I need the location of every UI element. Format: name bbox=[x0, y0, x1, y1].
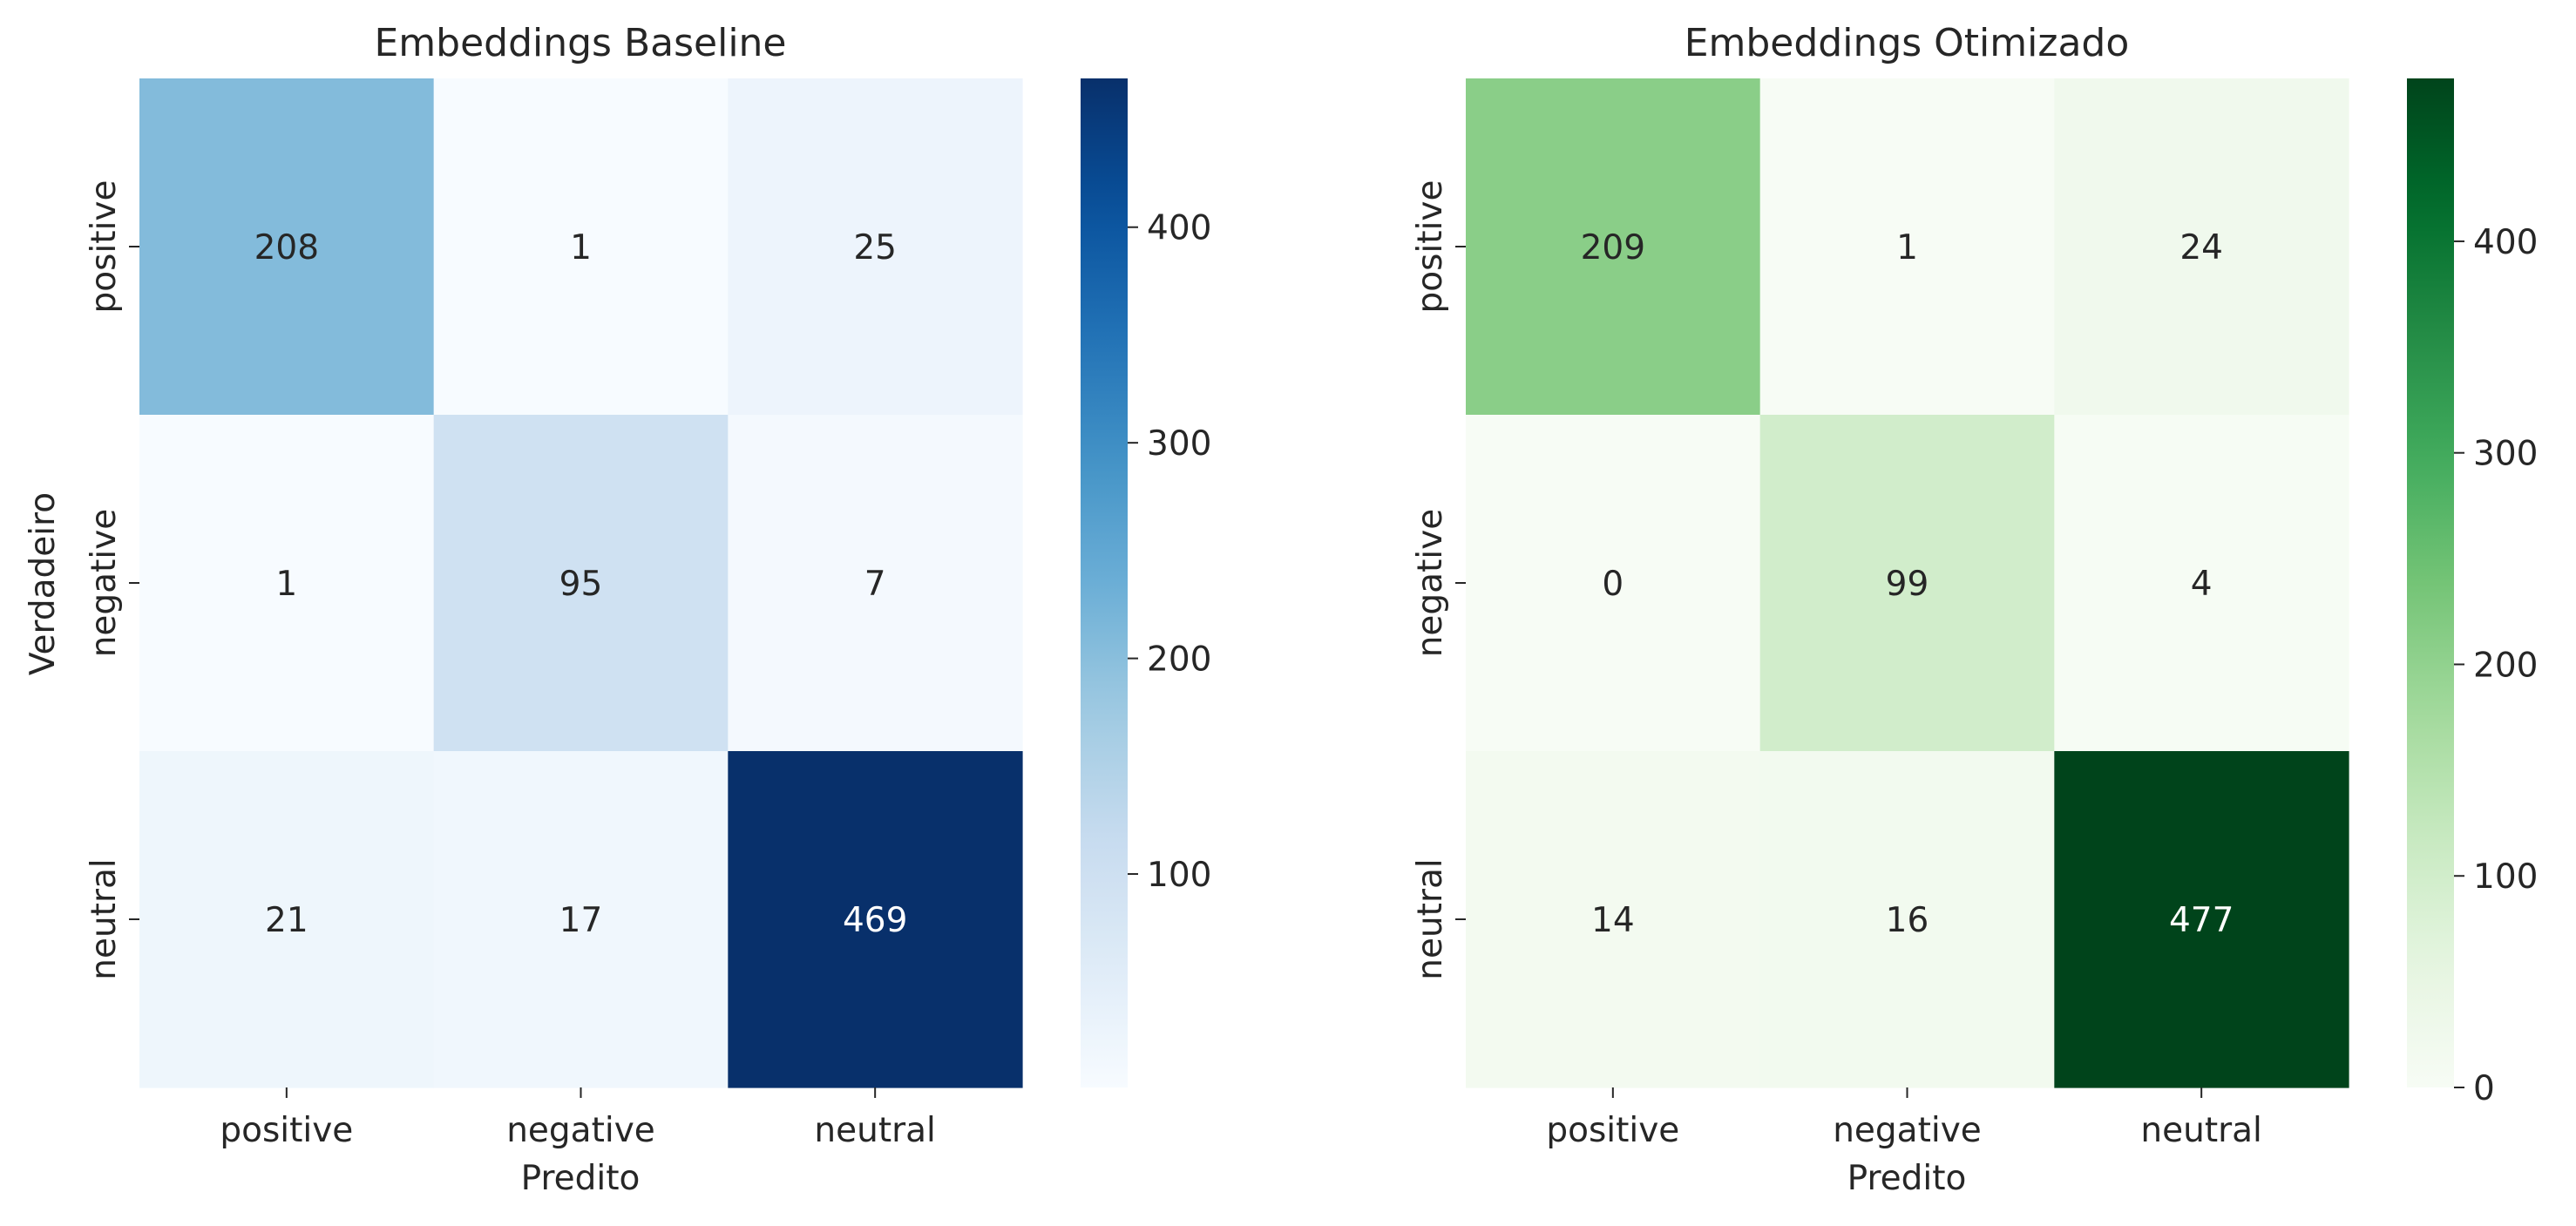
cell-value-label: 21 bbox=[265, 901, 308, 940]
cell-value-label: 1 bbox=[1896, 228, 1918, 268]
x-tick-label: neutral bbox=[814, 1111, 936, 1150]
cell-value-label: 4 bbox=[2191, 565, 2213, 604]
x-axis-label-baseline: Predito bbox=[521, 1159, 641, 1198]
cell-value-label: 469 bbox=[843, 901, 907, 940]
y-tick-label: neutral bbox=[85, 858, 124, 980]
heatmap-cell bbox=[139, 78, 435, 416]
cell-value-label: 0 bbox=[1602, 565, 1624, 604]
colorbar-baseline bbox=[1081, 78, 1128, 1087]
heatmap-cells-baseline: 208 1 25 1 95 7 21 17 469 bbox=[139, 78, 1023, 1088]
x-tick-label: negative bbox=[506, 1111, 655, 1150]
colorbar-tick-label: 200 bbox=[1147, 640, 1211, 680]
x-tick-label: neutral bbox=[2140, 1111, 2262, 1150]
heatmap-cell bbox=[433, 78, 729, 416]
heatmap-cell bbox=[1759, 78, 2055, 416]
heatmap-cell bbox=[1759, 415, 2055, 752]
heatmap-cell bbox=[2054, 415, 2349, 752]
y-axis-label-baseline: Verdadeiro bbox=[24, 492, 63, 675]
heatmap-cell bbox=[1466, 78, 1761, 416]
colorbar-ticks-otimizado: 0 100 200 300 400 bbox=[2454, 223, 2538, 1108]
y-axis-ticks-baseline: positive negative neutral bbox=[85, 180, 139, 980]
x-axis-label-otimizado: Predito bbox=[1847, 1159, 1967, 1198]
colorbar-tick-label: 100 bbox=[1147, 856, 1211, 895]
colorbar-tick-label: 300 bbox=[2473, 435, 2538, 474]
heatmap-cell bbox=[1466, 751, 1761, 1088]
cell-value-label: 477 bbox=[2169, 901, 2234, 940]
cell-value-label: 16 bbox=[1886, 901, 1929, 940]
y-tick-label: negative bbox=[85, 509, 124, 658]
cell-value-label: 1 bbox=[570, 228, 592, 268]
heatmap-cell bbox=[728, 415, 1023, 752]
cell-value-label: 209 bbox=[1581, 228, 1645, 268]
cell-value-label: 24 bbox=[2179, 228, 2223, 268]
cell-value-label: 99 bbox=[1886, 565, 1929, 604]
cell-value-label: 14 bbox=[1591, 901, 1635, 940]
x-axis-ticks-baseline: positive negative neutral bbox=[220, 1087, 936, 1150]
heatmap-panel-otimizado: Embeddings Otimizado 209 1 24 0 99 4 14 16 477 p… bbox=[1411, 21, 2538, 1198]
x-tick-label: positive bbox=[220, 1111, 353, 1150]
heatmap-cell bbox=[2054, 751, 2349, 1088]
y-tick-label: negative bbox=[1411, 509, 1450, 658]
x-tick-label: negative bbox=[1833, 1111, 1982, 1150]
cell-value-label: 7 bbox=[864, 565, 886, 604]
colorbar-tick-label: 200 bbox=[2473, 646, 2538, 685]
heatmap-cell bbox=[1466, 415, 1761, 752]
heatmap-cell bbox=[433, 415, 729, 752]
colorbar-tick-label: 400 bbox=[2473, 223, 2538, 262]
heatmap-cell bbox=[433, 751, 729, 1088]
colorbar-otimizado bbox=[2407, 78, 2454, 1087]
heatmap-panel-baseline: Embeddings Baseline 208 1 25 1 95 7 21 17 469 po… bbox=[24, 21, 1211, 1198]
y-tick-label: neutral bbox=[1411, 858, 1450, 980]
cell-value-label: 17 bbox=[559, 901, 603, 940]
colorbar-tick-label: 100 bbox=[2473, 857, 2538, 897]
cell-value-label: 208 bbox=[254, 228, 319, 268]
heatmap-cell bbox=[2054, 78, 2349, 416]
x-tick-label: positive bbox=[1546, 1111, 1679, 1150]
cell-value-label: 25 bbox=[853, 228, 897, 268]
heatmap-cell bbox=[728, 751, 1023, 1088]
x-axis-ticks-otimizado: positive negative neutral bbox=[1546, 1087, 2262, 1150]
heatmap-cell bbox=[1759, 751, 2055, 1088]
cell-value-label: 95 bbox=[559, 565, 603, 604]
y-axis-ticks-otimizado: positive negative neutral bbox=[1411, 180, 1466, 980]
colorbar-tick-label: 400 bbox=[1147, 209, 1211, 248]
colorbar-tick-label: 0 bbox=[2473, 1069, 2495, 1108]
heatmap-cell bbox=[139, 751, 435, 1088]
heatmap-cell bbox=[728, 78, 1023, 416]
heatmap-cells-otimizado: 209 1 24 0 99 4 14 16 477 bbox=[1466, 78, 2349, 1088]
colorbar-ticks-baseline: 100 200 300 400 bbox=[1128, 209, 1211, 895]
y-tick-label: positive bbox=[1411, 180, 1450, 314]
chart-title-otimizado: Embeddings Otimizado bbox=[1685, 21, 2130, 65]
cell-value-label: 1 bbox=[275, 565, 297, 604]
chart-title-baseline: Embeddings Baseline bbox=[374, 21, 786, 65]
heatmap-cell bbox=[139, 415, 435, 752]
colorbar-tick-label: 300 bbox=[1147, 424, 1211, 464]
y-tick-label: positive bbox=[85, 180, 124, 314]
